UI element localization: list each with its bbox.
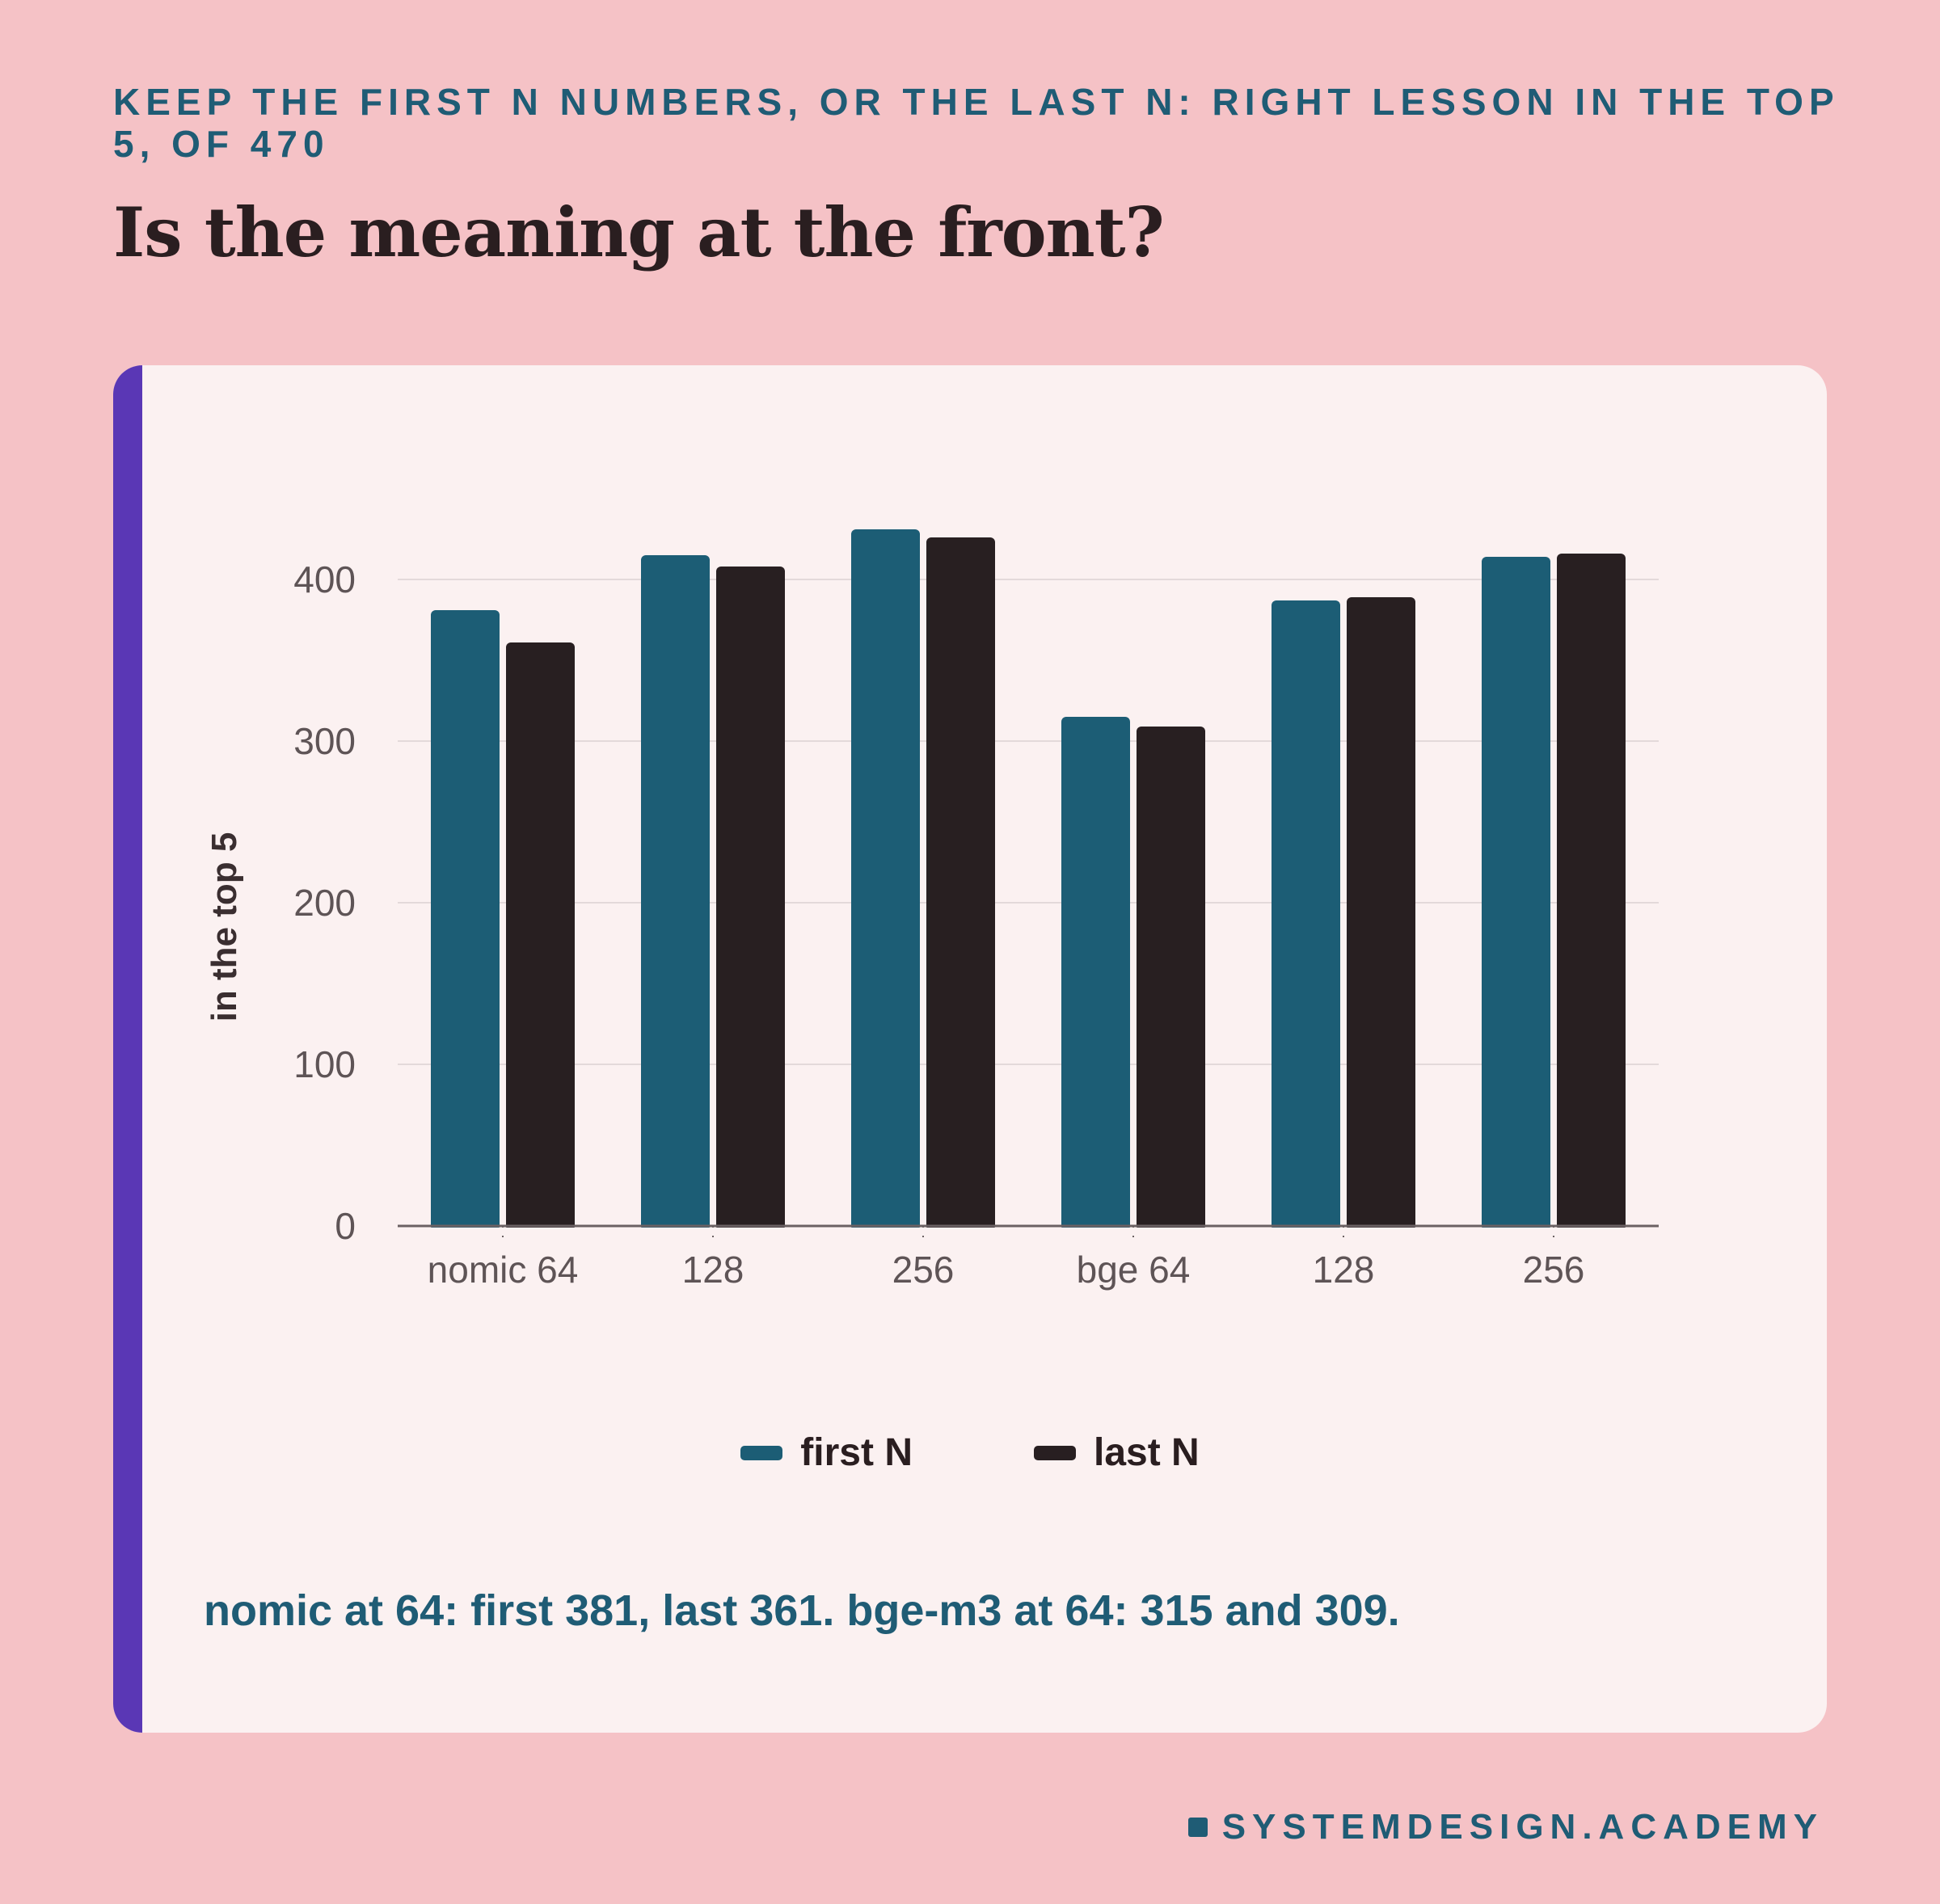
bar-first-n bbox=[641, 555, 710, 1231]
y-tick-label: 100 bbox=[293, 1043, 356, 1085]
brand-footer[interactable]: SYSTEMDESIGN.ACADEMY bbox=[1187, 1807, 1824, 1847]
bar-last-n bbox=[1347, 597, 1415, 1231]
y-tick-label: 200 bbox=[293, 882, 356, 924]
chart-legend: first N last N bbox=[113, 1430, 1827, 1475]
legend-swatch-last-n bbox=[1033, 1445, 1076, 1460]
bar-last-n bbox=[926, 537, 995, 1231]
kicker-text: KEEP THE FIRST N NUMBERS, OR THE LAST N:… bbox=[113, 81, 1839, 165]
chart-card: 0 100 200 300 400 in the top 5 nomic 64 128 256 b… bbox=[113, 365, 1827, 1733]
x-tick-label: 256 bbox=[1523, 1249, 1585, 1291]
y-tick-label: 400 bbox=[293, 558, 356, 600]
legend-swatch-first-n bbox=[740, 1445, 783, 1460]
bar-last-n bbox=[506, 642, 575, 1231]
x-tick-label: bge 64 bbox=[1077, 1249, 1191, 1291]
legend-label-first-n: first N bbox=[800, 1431, 913, 1474]
y-axis-title: in the top 5 bbox=[205, 832, 244, 1022]
bar-first-n bbox=[1061, 717, 1130, 1231]
chart-caption: nomic at 64: first 381, last 361. bge-m3… bbox=[204, 1586, 1400, 1635]
page-title: Is the meaning at the front? bbox=[113, 192, 1165, 272]
bar-last-n bbox=[1557, 554, 1626, 1231]
brand-square-icon bbox=[1187, 1818, 1208, 1837]
bar-first-n bbox=[1482, 557, 1550, 1231]
bar-chart: 0 100 200 300 400 in the top 5 nomic 64 128 256 b… bbox=[205, 529, 1667, 1291]
axis-mask bbox=[390, 1228, 1667, 1236]
y-tick-label: 300 bbox=[293, 720, 356, 762]
brand-name[interactable]: SYSTEMDESIGN.ACADEMY bbox=[1221, 1807, 1824, 1847]
x-tick-label: nomic 64 bbox=[428, 1249, 579, 1291]
bar-first-n bbox=[1272, 600, 1340, 1231]
bar-first-n bbox=[431, 610, 500, 1231]
legend-label-last-n: last N bbox=[1093, 1431, 1200, 1474]
legend-item-first-n: first N bbox=[740, 1430, 913, 1475]
x-tick-label: 128 bbox=[1313, 1249, 1375, 1291]
x-tick-label: 128 bbox=[682, 1249, 744, 1291]
bar-last-n bbox=[716, 567, 785, 1231]
bar-last-n bbox=[1137, 727, 1205, 1231]
y-tick-label: 0 bbox=[335, 1205, 356, 1247]
legend-item-last-n: last N bbox=[1033, 1430, 1200, 1475]
card-accent-bar bbox=[113, 365, 142, 1733]
bar-first-n bbox=[851, 529, 920, 1231]
x-tick-label: 256 bbox=[892, 1249, 955, 1291]
